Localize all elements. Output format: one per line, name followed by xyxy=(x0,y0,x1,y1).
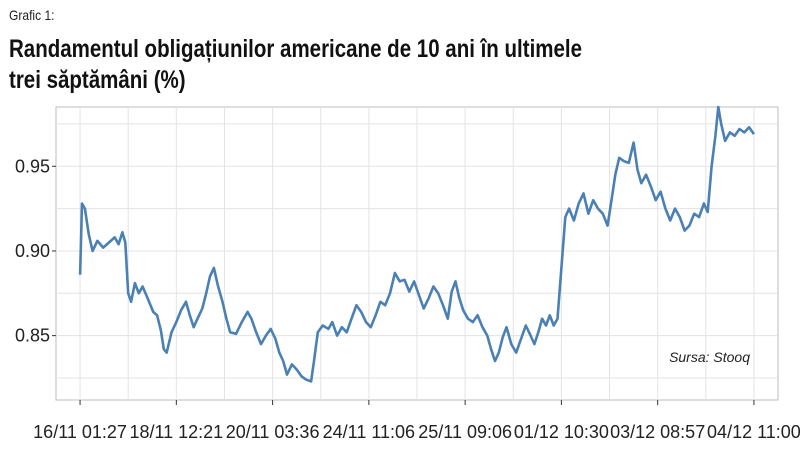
x-tick-label: 25/11 09:06 xyxy=(418,422,512,442)
y-tick-label: 0.85 xyxy=(15,326,50,346)
y-tick-label: 0.95 xyxy=(15,156,50,176)
chart-title-line-2: trei săptămâni (%) xyxy=(9,66,186,94)
x-tick-label: 04/12 11:00 xyxy=(707,422,800,442)
series-group xyxy=(78,105,755,383)
x-tick-label: 01/12 10:30 xyxy=(514,422,609,442)
x-tick-label: 03/12 08:57 xyxy=(610,422,705,442)
chart-title-line-1: Randamentul obligațiunilor americane de … xyxy=(9,35,583,63)
x-tick-label: 20/11 03:36 xyxy=(226,422,320,442)
x-axis-ticks: 16/11 01:27 18/11 12:21 20/11 03:36 24/11 1… xyxy=(33,400,800,442)
x-tick-label: 16/11 01:27 xyxy=(33,422,127,442)
series-line xyxy=(78,105,755,383)
source-note: Sursa: Stooq xyxy=(669,349,750,365)
y-axis-ticks: 0.85 0.90 0.95 xyxy=(15,156,56,346)
x-tick-label: 24/11 11:06 xyxy=(323,422,415,442)
y-tick-label: 0.90 xyxy=(15,241,50,261)
chart-title: Randamentul obligațiunilor americane de … xyxy=(9,34,632,96)
x-tick-label: 18/11 12:21 xyxy=(129,422,223,442)
figure-label: Grafic 1: xyxy=(9,7,55,23)
